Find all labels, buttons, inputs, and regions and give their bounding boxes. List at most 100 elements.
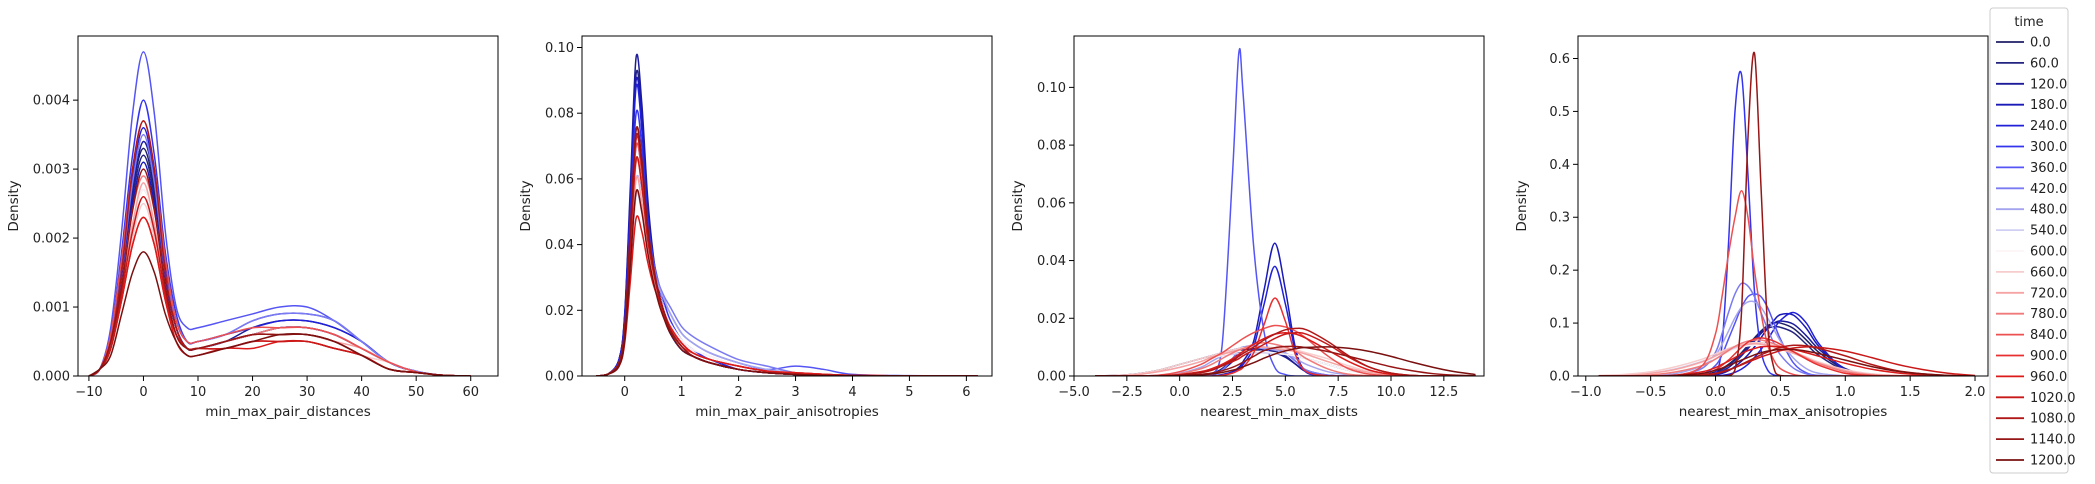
series-line-480.0: [1598, 300, 1976, 376]
x-tick-label: 0.5: [1770, 385, 1791, 400]
x-tick-label: 10.0: [1377, 385, 1406, 400]
series-line-720.0: [596, 176, 978, 376]
legend-label: 360.0: [2030, 161, 2067, 176]
y-tick-label: 0.001: [33, 301, 70, 316]
x-tick-label: 7.5: [1328, 385, 1349, 400]
x-tick-label: −10: [75, 385, 102, 400]
legend-item: 1140.0: [1996, 433, 2076, 448]
legend-item: 540.0: [1996, 224, 2067, 239]
series-line-240.0: [596, 83, 978, 376]
x-tick-label: −1.0: [1570, 385, 1602, 400]
series-line-840.0: [1598, 190, 1976, 376]
x-tick-label: 1.0: [1835, 385, 1856, 400]
x-tick-label: 1.5: [1900, 385, 1921, 400]
series-line-360.0: [1095, 47, 1476, 376]
legend-label: 420.0: [2030, 182, 2067, 197]
legend-item: 840.0: [1996, 328, 2067, 343]
y-tick-label: 0.00: [1037, 370, 1066, 385]
legend-entries: 0.0 60.0 120.0 180.0 240.0 300.0 360.0 420.0 480…: [1996, 36, 2076, 469]
legend-item: 900.0: [1996, 349, 2067, 364]
legend: time 0.0 60.0 120.0 180.0 240.0 300.0 360.0 420…: [1989, 7, 2076, 474]
series-line-840.0: [88, 120, 471, 376]
legend-item: 180.0: [1996, 98, 2067, 113]
legend-label: 60.0: [2030, 56, 2059, 71]
legend-label: 840.0: [2030, 328, 2067, 343]
legend-item: 60.0: [1996, 56, 2059, 71]
subplot-panels: −10 0 10 20 30 40 50 600.0000.0010.0020.0030.00…: [6, 35, 1989, 420]
legend-item: 0.0: [1996, 36, 2051, 51]
x-tick-label: 5.0: [1275, 385, 1296, 400]
subplot-2: 0 1 2 3 4 5 6 0.00 0.02 0.04 0.06 0.08 0.10 min_max_p…: [518, 35, 993, 420]
series-line-660.0: [88, 202, 471, 376]
y-tick-label: 0.10: [1037, 81, 1066, 96]
y-tick-label: 0.02: [545, 304, 574, 319]
legend-item: 720.0: [1996, 286, 2067, 301]
subplot-1: −10 0 10 20 30 40 50 60 0.000 0.001 0.002 0.003 0.00…: [6, 35, 499, 420]
legend-label: 1140.0: [2030, 433, 2076, 448]
y-tick-label: 0.5: [1549, 105, 1570, 120]
legend-label: 240.0: [2030, 119, 2067, 134]
x-tick-label: −2.5: [1111, 385, 1143, 400]
series-line-1200.0: [596, 189, 978, 376]
series-line-600.0: [88, 189, 471, 376]
y-tick-label: 0.0: [1549, 370, 1570, 385]
x-tick-label: 30: [299, 385, 316, 400]
subplot-3: −5.0 −2.5 0.0 2.5 5.0 7.5 10.0 12.5 0.00 0.02 0.04…: [1010, 35, 1485, 420]
legend-item: 660.0: [1996, 265, 2067, 280]
y-tick-label: 0.06: [545, 172, 574, 187]
legend-item: 300.0: [1996, 140, 2067, 155]
legend-label: 480.0: [2030, 203, 2067, 218]
legend-item: 1200.0: [1996, 454, 2076, 469]
series-line-1200.0: [88, 251, 471, 376]
series-line-420.0: [88, 133, 471, 376]
x-tick-label: −5.0: [1058, 385, 1090, 400]
series-line-300.0: [1598, 70, 1976, 376]
series-line-180.0: [1095, 242, 1476, 376]
x-tick-label: 60: [462, 385, 479, 400]
legend-item: 1080.0: [1996, 412, 2076, 427]
legend-item: 120.0: [1996, 77, 2067, 92]
y-axis-label: Density: [518, 180, 534, 231]
y-tick-label: 0.10: [545, 41, 574, 56]
legend-label: 180.0: [2030, 98, 2067, 113]
x-tick-label: 4: [848, 385, 856, 400]
legend-label: 600.0: [2030, 245, 2067, 260]
legend-label: 540.0: [2030, 224, 2067, 239]
x-tick-label: 50: [408, 385, 425, 400]
x-tick-label: 20: [244, 385, 261, 400]
x-axis-label: nearest_min_max_anisotropies: [1679, 404, 1887, 420]
x-tick-label: 2: [734, 385, 742, 400]
legend-label: 720.0: [2030, 286, 2067, 301]
y-tick-label: 0.08: [1037, 139, 1066, 154]
x-axis-label: min_max_pair_anisotropies: [695, 404, 879, 420]
legend-label: 780.0: [2030, 307, 2067, 322]
legend-item: 480.0: [1996, 203, 2067, 218]
y-tick-label: 0.000: [33, 370, 70, 385]
x-tick-label: 6: [962, 385, 970, 400]
x-tick-label: −0.5: [1635, 385, 1667, 400]
series-line-960.0: [1598, 345, 1976, 376]
subplot-4: −1.0 −0.5 0.0 0.5 1.0 1.5 2.0 0.0 0.1 0.2 0.3 0.4 0.…: [1514, 35, 1989, 420]
series-line-1020.0: [88, 195, 471, 376]
y-axis-label: Density: [1010, 180, 1026, 231]
legend-item: 420.0: [1996, 182, 2067, 197]
axes-frame: [581, 35, 993, 377]
y-tick-label: 0.08: [545, 107, 574, 122]
y-tick-label: 0.002: [33, 232, 70, 247]
x-tick-label: 3: [791, 385, 799, 400]
y-tick-label: 0.00: [545, 370, 574, 385]
legend-item: 240.0: [1996, 119, 2067, 134]
series-line-300.0: [596, 109, 978, 376]
x-tick-label: 0: [139, 385, 147, 400]
y-tick-label: 0.02: [1037, 312, 1066, 327]
x-tick-label: 10: [190, 385, 207, 400]
series-line-1200.0: [1598, 348, 1976, 376]
x-tick-label: 5: [905, 385, 913, 400]
series-line-180.0: [1598, 312, 1976, 376]
x-tick-label: 0: [621, 385, 629, 400]
legend-item: 960.0: [1996, 370, 2067, 385]
y-tick-label: 0.3: [1549, 211, 1570, 226]
legend-label: 0.0: [2030, 36, 2051, 51]
series-line-780.0: [1095, 342, 1476, 376]
